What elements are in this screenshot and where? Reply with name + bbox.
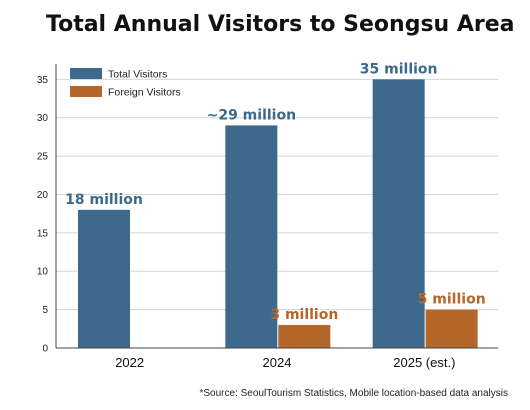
x-tick-label: 2025 (est.) [393,355,455,370]
legend-label: Total Visitors [108,69,167,81]
data-label: 3 million [270,307,338,323]
y-tick-label: 20 [37,190,49,201]
data-label: 18 million [65,192,143,208]
legend: Total Visitors Foreign Visitors [70,68,181,99]
bar-total-visitors [225,125,278,349]
y-tick-label: 30 [37,113,49,124]
bar-total-visitors [78,209,130,348]
bar-total-visitors [372,79,425,348]
chart-title: Total Annual Visitors to Seongsu Area [46,12,515,37]
data-label: 5 million [418,292,486,308]
y-tick-label: 10 [37,267,49,278]
bar-foreign-visitors [278,324,331,348]
y-tick-label: 25 [37,152,49,163]
x-tick-label: 2024 [263,355,292,370]
bar-foreign-visitors [425,309,478,348]
data-label: 35 million [360,61,438,77]
y-tick-label: 5 [42,305,48,316]
data-labels: 18 million ~29 million 3 million 35 million… [65,61,486,323]
legend-swatch-foreign [70,86,102,97]
data-label: ~29 million [207,107,296,123]
legend-label: Foreign Visitors [108,87,181,99]
axes: 0 5 10 15 20 25 30 35 2022 2024 2025 (est.) [37,64,498,370]
source-note: *Source: SeoulTourism Statistics, Mobile… [199,388,509,399]
y-tick-label: 35 [37,75,49,86]
bars [78,79,478,349]
y-tick-label: 15 [37,228,49,239]
legend-swatch-total [70,68,102,79]
y-tick-label: 0 [42,344,48,355]
x-tick-label: 2022 [115,355,144,370]
